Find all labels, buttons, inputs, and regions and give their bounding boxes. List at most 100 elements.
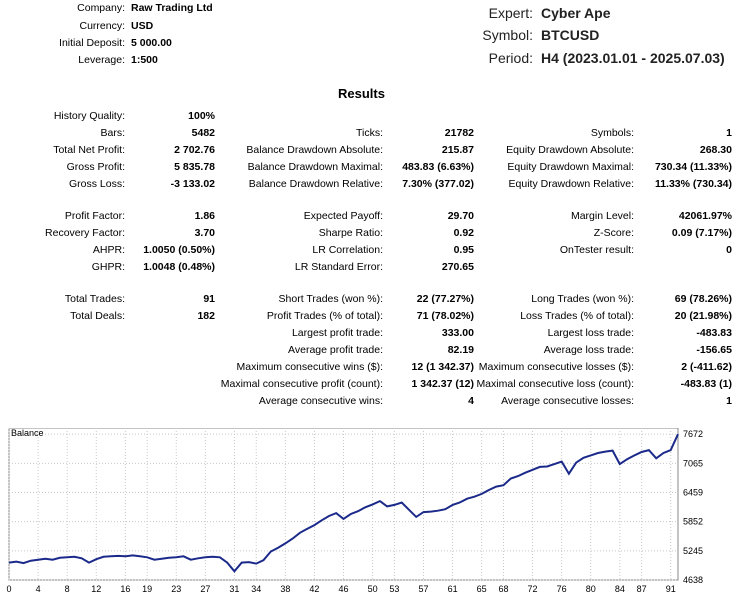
bal-dd-max-value: 483.83 (6.63%): [402, 161, 474, 173]
x-tick-label: 42: [309, 584, 319, 594]
bal-dd-rel-label: Balance Drawdown Relative:: [248, 178, 383, 190]
balance-chart: 4638 5245 5852 6459 7065 7672 0 4 8 12 16 19 23 27 31…: [6, 427, 739, 600]
x-tick-label: 4: [36, 584, 41, 594]
grid-layer: [8, 428, 678, 581]
x-tick-label: 12: [91, 584, 101, 594]
period-label: Period:: [488, 50, 533, 66]
results-title: Results: [338, 86, 385, 101]
short-trades-value: 22 (77.27%): [416, 293, 474, 305]
deposit-value: 5 000.00: [131, 37, 172, 49]
margin-level-value: 42061.97%: [678, 210, 732, 222]
net-profit-label: Total Net Profit:: [53, 144, 125, 156]
eq-dd-rel-value: 11.33% (730.34): [654, 178, 732, 190]
maximal-cons-profit-value: 1 342.37 (12): [411, 378, 474, 390]
avg-cons-wins-label: Average consecutive wins:: [258, 395, 383, 407]
x-tick-label: 91: [666, 584, 676, 594]
x-tick-label: 76: [557, 584, 567, 594]
net-profit-value: 2 702.76: [174, 144, 215, 156]
max-cons-losses-label: Maximum consecutive losses ($):: [478, 361, 634, 373]
avg-loss-value: -156.65: [696, 344, 732, 356]
sharpe-value: 0.92: [453, 227, 474, 239]
total-trades-value: 91: [203, 293, 215, 305]
company-value: Raw Trading Ltd: [131, 2, 213, 14]
expert-value: Cyber Ape: [541, 5, 611, 21]
max-cons-losses-value: 2 (-411.62): [681, 361, 732, 373]
avg-loss-label: Average loss trade:: [543, 344, 634, 356]
largest-loss-value: -483.83: [696, 327, 732, 339]
leverage-label: Leverage:: [78, 54, 125, 66]
history-quality-label: History Quality:: [53, 110, 125, 122]
eq-dd-max-value: 730.34 (11.33%): [654, 161, 732, 173]
y-tick-label: 5245: [683, 546, 703, 556]
avg-profit-label: Average profit trade:: [288, 344, 383, 356]
x-tick-label: 61: [448, 584, 458, 594]
long-trades-value: 69 (78.26%): [674, 293, 732, 305]
x-tick-label: 57: [418, 584, 428, 594]
ticks-value: 21782: [444, 127, 474, 139]
largest-profit-label: Largest profit trade:: [291, 327, 383, 339]
ontester-label: OnTester result:: [559, 244, 634, 256]
lr-err-value: 270.65: [441, 261, 474, 273]
loss-trades-label: Loss Trades (% of total):: [520, 310, 634, 322]
margin-level-label: Margin Level:: [570, 210, 634, 222]
total-deals-value: 182: [197, 310, 215, 322]
total-trades-label: Total Trades:: [64, 293, 125, 305]
y-tick-label: 5852: [683, 517, 703, 527]
leverage-value: 1:500: [131, 54, 158, 66]
ahpr-label: AHPR:: [92, 244, 125, 256]
x-tick-label: 0: [6, 584, 11, 594]
x-tick-label: 80: [586, 584, 596, 594]
y-tick-label: 6459: [683, 487, 703, 497]
eq-dd-rel-label: Equity Drawdown Relative:: [508, 178, 634, 190]
deposit-label: Initial Deposit:: [59, 37, 125, 49]
bars-label: Bars:: [100, 127, 125, 139]
y-tick-label: 7672: [683, 429, 703, 439]
symbols-value: 1: [726, 127, 732, 139]
balance-series-line: [8, 433, 679, 573]
maximal-cons-loss-value: -483.83 (1): [680, 378, 732, 390]
ghpr-value: 1.0048 (0.48%): [143, 261, 215, 273]
avg-cons-losses-label: Average consecutive losses:: [501, 395, 634, 407]
symbol-label: Symbol:: [482, 27, 533, 43]
recovery-factor-label: Recovery Factor:: [45, 227, 125, 239]
lr-corr-label: LR Correlation:: [312, 244, 383, 256]
zscore-label: Z-Score:: [593, 227, 634, 239]
long-trades-label: Long Trades (won %):: [531, 293, 634, 305]
ontester-value: 0: [726, 244, 732, 256]
gross-loss-label: Gross Loss:: [68, 178, 125, 190]
x-tick-label: 84: [615, 584, 625, 594]
symbol-value: BTCUSD: [541, 27, 600, 43]
profit-factor-value: 1.86: [194, 210, 215, 222]
currency-label: Currency:: [79, 20, 125, 32]
x-tick-label: 46: [338, 584, 348, 594]
y-tick-label: 7065: [683, 458, 703, 468]
y-tick-label: 4638: [683, 575, 703, 585]
profit-trades-value: 71 (78.02%): [416, 310, 474, 322]
expert-label: Expert:: [488, 5, 533, 21]
x-tick-label: 27: [200, 584, 210, 594]
symbols-label: Symbols:: [590, 127, 634, 139]
max-cons-wins-value: 12 (1 342.37): [411, 361, 474, 373]
profit-factor-label: Profit Factor:: [64, 210, 125, 222]
avg-cons-losses-value: 1: [726, 395, 732, 407]
x-tick-label: 16: [120, 584, 130, 594]
history-quality-value: 100%: [188, 110, 215, 122]
x-tick-label: 31: [229, 584, 239, 594]
profit-trades-label: Profit Trades (% of total):: [266, 310, 383, 322]
x-tick-label: 72: [528, 584, 538, 594]
bal-dd-abs-value: 215.87: [441, 144, 474, 156]
x-tick-label: 19: [142, 584, 152, 594]
chart-title: Balance: [11, 428, 44, 438]
max-cons-wins-label: Maximum consecutive wins ($):: [236, 361, 383, 373]
loss-trades-value: 20 (21.98%): [674, 310, 732, 322]
short-trades-label: Short Trades (won %):: [278, 293, 383, 305]
x-tick-label: 87: [637, 584, 647, 594]
ghpr-label: GHPR:: [91, 261, 125, 273]
bars-value: 5482: [191, 127, 215, 139]
eq-dd-max-label: Equity Drawdown Maximal:: [507, 161, 634, 173]
currency-value: USD: [131, 20, 154, 32]
avg-profit-value: 82.19: [447, 344, 474, 356]
avg-cons-wins-value: 4: [468, 395, 474, 407]
eq-dd-abs-value: 268.30: [699, 144, 732, 156]
